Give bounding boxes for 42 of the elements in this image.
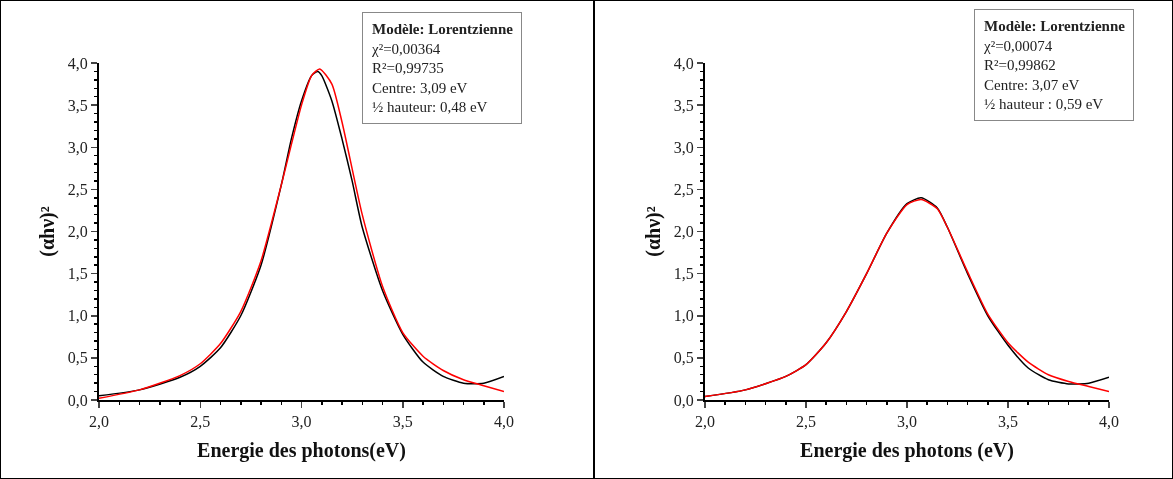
annotation: Centre: 3,07 eV xyxy=(984,76,1080,93)
text: χ²=0,00364 xyxy=(371,40,441,57)
text: χ²=0,00074 xyxy=(983,37,1053,54)
annotation: R²=0,99862 xyxy=(984,57,1056,73)
y-tick-label: 4,0 xyxy=(67,54,88,72)
y-tick-label: 4,0 xyxy=(673,54,694,72)
y-tick-label: 0,5 xyxy=(67,349,88,367)
annotation: Centre: 3,09 eV xyxy=(372,79,468,96)
annotation: ½ hauteur : 0,59 eV xyxy=(984,96,1104,112)
y-tick-label: 2,0 xyxy=(67,223,88,241)
y-tick-label: 3,5 xyxy=(673,96,694,114)
text: Modèle: Lorentzienne xyxy=(372,21,514,37)
annotation: R²=0,99735 xyxy=(372,60,444,76)
x-tick-label: 4,0 xyxy=(494,413,514,431)
x-axis-title: Energie des photons(eV) xyxy=(197,439,406,463)
x-tick-label: 2,5 xyxy=(796,413,816,431)
y-tick-label: 1,5 xyxy=(67,265,88,283)
y-tick-label: 3,0 xyxy=(673,138,694,156)
y-tick-label: 1,5 xyxy=(673,265,694,283)
y-tick-label: 0,0 xyxy=(673,391,694,409)
y-tick-label: 1,0 xyxy=(67,307,88,325)
text: Modèle: Lorentzienne xyxy=(984,18,1126,34)
y-tick-label: 0,5 xyxy=(673,349,694,367)
x-tick-label: 3,5 xyxy=(998,413,1018,431)
x-axis-title: Energie des photons (eV) xyxy=(800,439,1014,463)
y-axis-title: (αhν)² xyxy=(641,206,665,257)
x-tick-label: 2,0 xyxy=(89,413,109,431)
y-axis-title: (αhν)² xyxy=(35,206,59,257)
x-tick-label: 3,0 xyxy=(291,413,312,431)
x-tick-label: 2,5 xyxy=(190,413,211,431)
y-tick-label: 2,5 xyxy=(673,180,694,198)
y-tick-label: 3,5 xyxy=(67,96,88,114)
y-tick-label: 2,5 xyxy=(67,180,88,198)
y-tick-label: 3,0 xyxy=(67,138,88,156)
x-tick-label: 3,5 xyxy=(392,413,413,431)
x-tick-label: 2,0 xyxy=(695,413,715,431)
y-tick-label: 1,0 xyxy=(673,307,694,325)
y-tick-label: 0,0 xyxy=(67,391,88,409)
annotation: ½ hauteur: 0,48 eV xyxy=(372,99,488,115)
x-tick-label: 3,0 xyxy=(897,413,917,431)
y-tick-label: 2,0 xyxy=(673,223,694,241)
x-tick-label: 4,0 xyxy=(1099,413,1119,431)
